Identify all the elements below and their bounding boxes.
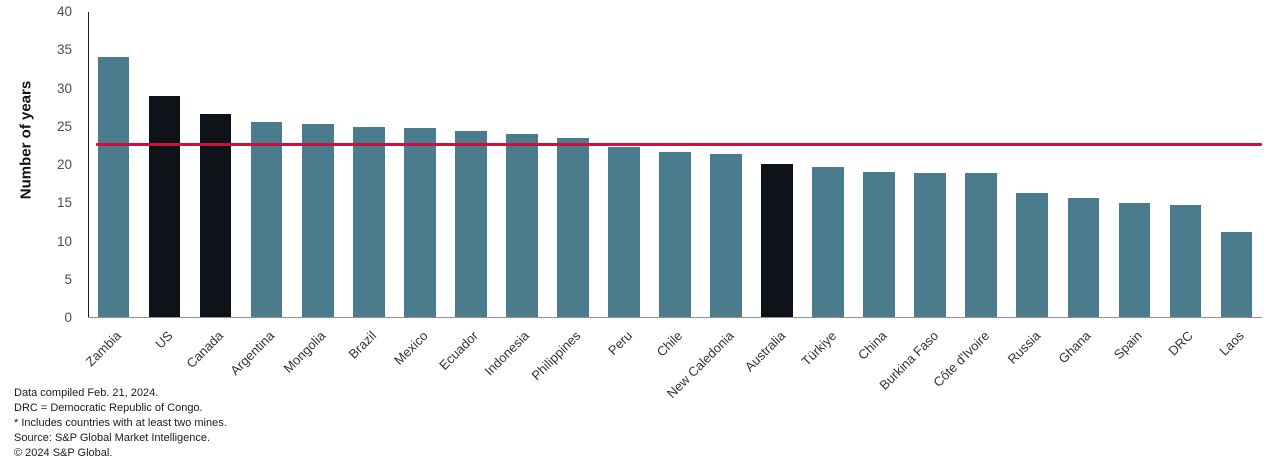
bar [710,153,742,317]
y-axis-ticks: 0 5 10 15 20 25 30 35 40 [0,4,78,325]
bar [812,167,844,317]
y-tick-label: 15 [56,195,72,211]
bar [301,123,334,317]
y-tick-label: 40 [56,4,72,19]
y-axis-line [88,12,89,318]
x-tick-label: US [151,328,176,352]
bar [148,96,181,317]
footnote-data-compiled: Data compiled Feb. 21, 2024. [14,387,159,399]
y-tick-label: 20 [56,157,72,172]
x-tick-label: Philippines [528,328,584,384]
bar [761,164,793,317]
bar [608,146,640,317]
x-tick-label: Mongolia [280,328,329,376]
bar [557,138,589,317]
bar [965,172,998,317]
x-tick-label: Indonesia [482,328,533,379]
y-tick-label: 0 [64,310,72,325]
bar [352,126,385,317]
x-tick-label: Türkiye [798,328,839,369]
x-tick-label: Brazil [345,328,380,362]
y-tick-label: 10 [56,233,72,249]
x-tick-label: Argentina [227,328,278,378]
x-tick-label: Spain [1110,328,1146,363]
bar [1118,203,1151,317]
x-tick-label: Ecuador [436,328,482,373]
x-tick-label: Mexico [390,328,431,368]
bar [863,171,895,317]
y-tick-label: 35 [56,42,72,58]
footnote-copyright: © 2024 S&P Global. [14,447,113,459]
x-tick-label: DRC [1165,328,1197,359]
bar [1067,197,1100,317]
x-tick-label: New Caledonia [663,328,737,401]
x-tick-label: Peru [604,328,635,359]
y-tick-label: 5 [64,271,72,287]
x-tick-label: Russia [1004,328,1043,367]
x-tick-label: Burkina Faso [876,328,941,393]
bar [250,122,283,317]
footnote-asterisk: * Includes countries with at least two m… [14,417,227,429]
x-axis-labels: Zambia US Canada Argentina Mongolia Brazil Mex… [83,324,1262,401]
x-tick-label: China [855,328,890,363]
bar [914,172,947,317]
x-tick-label: Canada [183,328,227,371]
x-tick-label: Ghana [1055,328,1094,367]
bar [199,113,232,317]
bar [1169,204,1202,317]
average-line [96,142,1262,146]
y-tick-label: 25 [56,118,72,134]
bars-group [88,12,1262,318]
footnote-drc: DRC = Democratic Republic of Congo. [14,402,203,414]
footnote-source: Source: S&P Global Market Intelligence. [14,432,211,444]
x-tick-label: Zambia [82,328,125,370]
x-tick-label: Australia [741,328,788,375]
y-tick-label: 30 [56,80,72,96]
x-tick-label: Côte d'Ivoire [929,328,992,390]
plot-area [88,12,1262,318]
x-tick-label: Chile [654,328,686,360]
bar [1016,193,1049,317]
x-tick-label: Laos [1216,328,1248,359]
bar [659,152,691,317]
bar [506,134,538,317]
bar [455,130,487,317]
bar [1220,231,1253,317]
bar [97,57,130,317]
footnotes: Data compiled Feb. 21, 2024. DRC = Democ… [14,386,227,461]
x-axis-line [88,317,1262,318]
bar [403,128,436,317]
